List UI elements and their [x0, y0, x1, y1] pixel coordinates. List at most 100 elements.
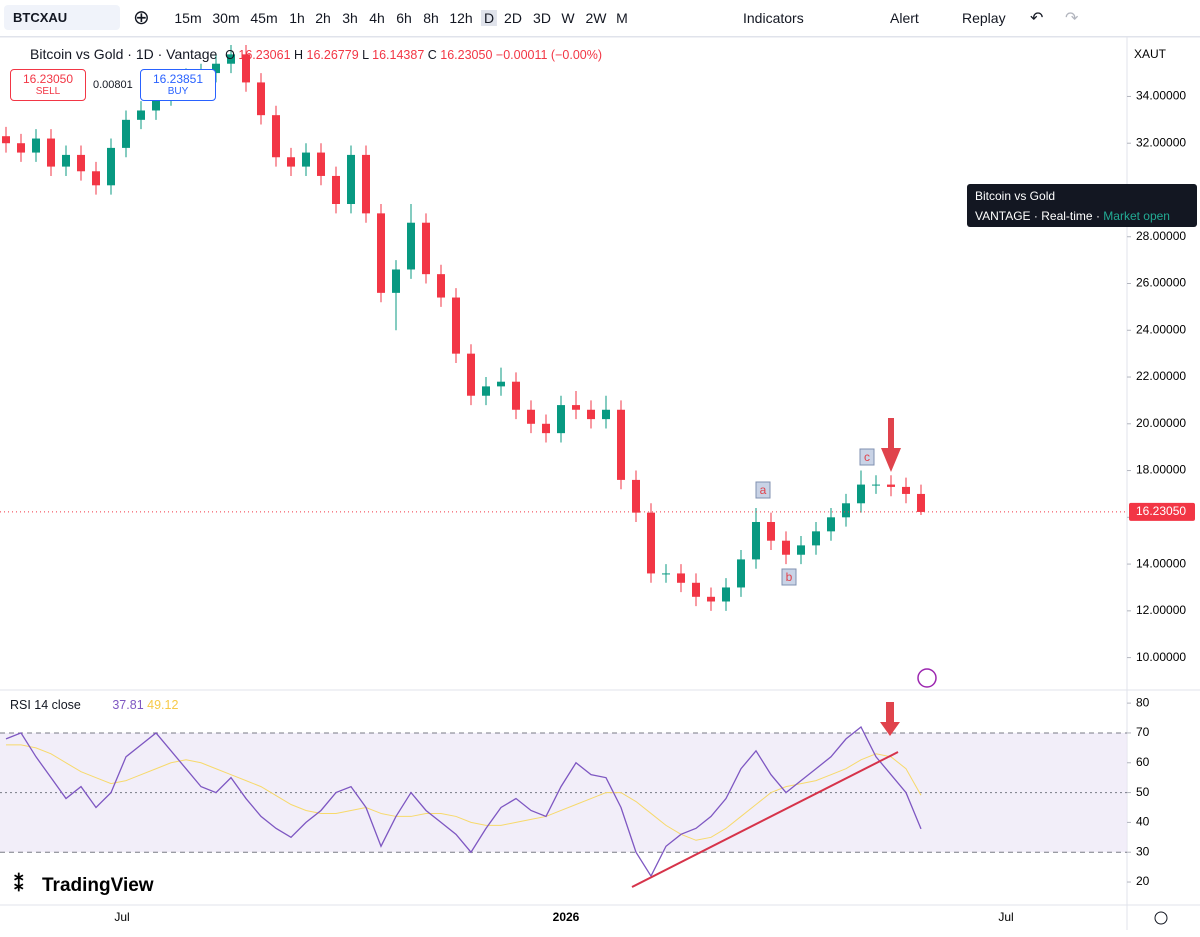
candle-body [767, 521, 775, 541]
interval-button[interactable]: 45m [250, 10, 278, 26]
interval-button[interactable]: 12h [449, 10, 473, 26]
spread: 0.00801 [93, 79, 133, 91]
interval-button[interactable]: M [616, 10, 628, 26]
indicators-button[interactable]: Indicators [743, 10, 804, 26]
candle-body [887, 484, 895, 487]
candle-body [2, 136, 10, 144]
candle-body [332, 175, 340, 205]
sell-button[interactable]: 16.23050 SELL [10, 69, 86, 101]
candle-body [212, 63, 220, 74]
candle-body [362, 154, 370, 214]
chart-title: Bitcoin vs Gold · 1D · Vantage [30, 46, 218, 62]
ohlc: O 16.23061 H 16.26779 L 16.14387 C 16.23… [225, 48, 602, 62]
y-tick-label: 80 [1136, 695, 1150, 709]
candle-body [677, 573, 685, 583]
y-tick-label: 28.00000 [1136, 229, 1186, 243]
replay-button[interactable]: Replay [962, 10, 1006, 26]
y-tick-label: 20.00000 [1136, 416, 1186, 430]
flash-icon[interactable] [917, 668, 937, 688]
rsi-ma-value: 49.12 [147, 698, 179, 712]
interval-button[interactable]: 8h [423, 10, 439, 26]
candle-body [512, 381, 520, 410]
candle-body [77, 154, 85, 172]
x-tick-label: Jul [998, 910, 1013, 924]
candle-body [707, 596, 715, 602]
buy-label: BUY [167, 86, 189, 97]
candle-body [437, 274, 445, 298]
candle-body [842, 503, 850, 518]
status: Market open [1103, 209, 1170, 223]
candle-body [32, 138, 40, 153]
interval-button[interactable]: 2D [504, 10, 522, 26]
interval-button[interactable]: 4h [369, 10, 385, 26]
y-tick-label: 50 [1136, 785, 1150, 799]
rsi-line [5, 725, 922, 878]
buy-price: 16.23851 [152, 72, 204, 86]
candle-body [287, 157, 295, 167]
wave-label-box [781, 568, 797, 586]
rsi-legend: RSI 14 close 37.81 49.12 [10, 698, 178, 712]
candle-body [542, 423, 550, 434]
change: −0.00011 (−0.00%) [495, 48, 603, 62]
rsi-value: 37.81 [112, 698, 144, 712]
interval-button[interactable]: 1h [289, 10, 305, 26]
open-value: 16.23061 [238, 48, 291, 62]
rsi-band [0, 732, 1127, 853]
candle-body [47, 138, 55, 167]
candle-body [827, 517, 835, 532]
candle-body [572, 405, 580, 410]
interval-button[interactable]: 3h [342, 10, 358, 26]
candle-body [737, 559, 745, 588]
add-symbol[interactable]: ⊕ [133, 7, 150, 29]
interval-button[interactable]: W [561, 10, 575, 26]
candle-body [317, 152, 325, 176]
rsi-line [6, 744, 922, 841]
candle-body [872, 484, 880, 486]
trend-line [631, 751, 899, 888]
low-label: L [362, 48, 369, 62]
interval-button[interactable]: 3D [533, 10, 551, 26]
candle-body [242, 54, 250, 83]
interval-button[interactable]: 30m [212, 10, 240, 26]
feed: Real-time [1041, 209, 1093, 223]
candle-body [452, 297, 460, 354]
interval-button[interactable]: D [480, 10, 498, 26]
symbol[interactable]: BTCXAU [13, 10, 68, 25]
tooltip-line: VANTAGE · Real-time · Market open [975, 209, 1170, 223]
candle-body [392, 269, 400, 293]
x-tick-label: 2026 [553, 910, 580, 924]
high-label: H [294, 48, 304, 62]
y-tick-label: 70 [1136, 725, 1150, 739]
interval-button[interactable]: 6h [396, 10, 412, 26]
low-value: 16.14387 [372, 48, 425, 62]
candle-body [482, 386, 490, 396]
symbol-box[interactable] [4, 5, 120, 30]
candle-body [692, 582, 700, 597]
tooltip: Bitcoin vs Gold VANTAGE · Real-time · Ma… [967, 184, 1197, 227]
candle-body [587, 409, 595, 420]
candle-body [782, 540, 790, 555]
close-label: C [427, 48, 437, 62]
candle-body [617, 409, 625, 480]
undo[interactable]: ↶ [1030, 10, 1044, 27]
y-tick-label: 30 [1136, 844, 1150, 858]
candle-body [227, 54, 235, 64]
interval-button[interactable]: 2h [315, 10, 331, 26]
redo[interactable]: ↷ [1065, 10, 1079, 27]
candle-body [272, 115, 280, 158]
interval-button[interactable]: 15m [174, 10, 202, 26]
y-tick-label: 14.00000 [1136, 556, 1186, 570]
interval-button[interactable]: 2W [585, 10, 607, 26]
candle-body [92, 171, 100, 186]
open-label: O [225, 48, 235, 62]
settings-icon[interactable] [1154, 911, 1168, 925]
sell-label: SELL [35, 86, 61, 97]
alert-button[interactable]: Alert [890, 10, 919, 26]
high-value: 16.26779 [306, 48, 359, 62]
buy-button[interactable]: 16.23851 BUY [140, 69, 216, 101]
exchange: VANTAGE [975, 209, 1031, 223]
legend: Bitcoin vs Gold · 1D · Vantage O 16.2306… [10, 46, 602, 62]
candle-body [902, 486, 910, 494]
currency-label: XAUT [1134, 47, 1167, 61]
